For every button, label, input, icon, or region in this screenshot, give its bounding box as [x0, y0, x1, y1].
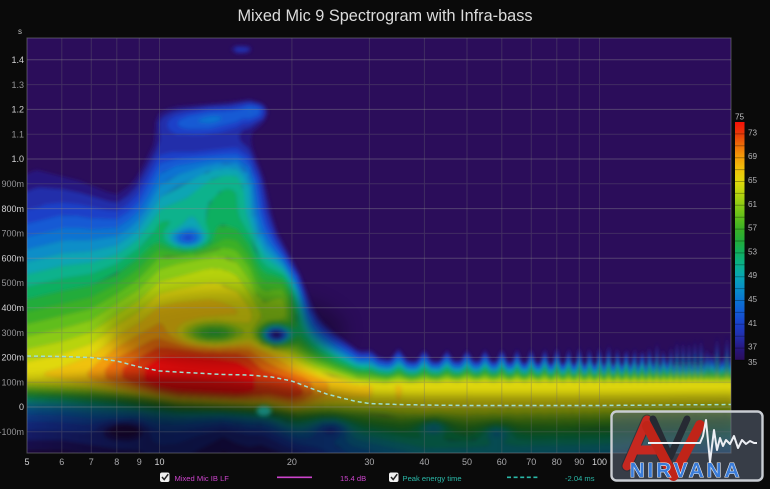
- svg-text:1.4: 1.4: [11, 55, 24, 65]
- svg-text:-100m: -100m: [0, 427, 24, 437]
- svg-text:57: 57: [748, 224, 758, 233]
- svg-text:NIRVANA: NIRVANA: [630, 459, 743, 482]
- svg-text:65: 65: [748, 176, 758, 185]
- svg-text:s: s: [18, 27, 22, 36]
- svg-text:41: 41: [748, 319, 758, 328]
- svg-text:45: 45: [748, 295, 758, 304]
- svg-text:73: 73: [748, 128, 758, 137]
- svg-text:Mixed Mic IB LF: Mixed Mic IB LF: [175, 474, 230, 483]
- svg-text:100m: 100m: [1, 377, 24, 387]
- svg-text:61: 61: [748, 200, 758, 209]
- svg-text:35: 35: [748, 358, 758, 367]
- svg-text:40: 40: [419, 457, 429, 467]
- svg-text:70: 70: [526, 457, 536, 467]
- svg-text:15.4 dB: 15.4 dB: [340, 474, 366, 483]
- svg-text:50: 50: [462, 457, 472, 467]
- svg-text:1.3: 1.3: [11, 80, 24, 90]
- svg-text:Mixed Mic 9 Spectrogram with I: Mixed Mic 9 Spectrogram with Infra-bass: [238, 7, 533, 25]
- svg-text:500m: 500m: [1, 278, 24, 288]
- svg-text:37: 37: [748, 343, 758, 352]
- svg-text:700m: 700m: [1, 229, 24, 239]
- svg-text:1.0: 1.0: [11, 154, 24, 164]
- svg-text:200m: 200m: [1, 353, 24, 363]
- svg-text:10: 10: [154, 457, 164, 467]
- svg-text:-2.04 ms: -2.04 ms: [565, 474, 595, 483]
- svg-text:60: 60: [497, 457, 507, 467]
- svg-text:Peak energy time: Peak energy time: [403, 474, 462, 483]
- svg-text:9: 9: [137, 457, 142, 467]
- svg-text:8: 8: [114, 457, 119, 467]
- svg-text:300m: 300m: [1, 328, 24, 338]
- svg-text:900m: 900m: [1, 179, 24, 189]
- svg-text:7: 7: [89, 457, 94, 467]
- svg-text:80: 80: [552, 457, 562, 467]
- svg-text:5: 5: [24, 457, 29, 467]
- svg-text:800m: 800m: [1, 204, 24, 214]
- svg-text:0: 0: [19, 402, 24, 412]
- svg-text:6: 6: [59, 457, 64, 467]
- svg-text:69: 69: [748, 152, 758, 161]
- svg-text:100: 100: [592, 457, 607, 467]
- svg-text:400m: 400m: [1, 303, 24, 313]
- svg-text:30: 30: [364, 457, 374, 467]
- svg-text:75: 75: [735, 113, 745, 122]
- svg-text:53: 53: [748, 247, 758, 256]
- svg-text:49: 49: [748, 271, 758, 280]
- svg-text:90: 90: [574, 457, 584, 467]
- svg-text:1.2: 1.2: [11, 105, 24, 115]
- svg-text:1.1: 1.1: [11, 129, 24, 139]
- svg-text:600m: 600m: [1, 253, 24, 263]
- svg-text:20: 20: [287, 457, 297, 467]
